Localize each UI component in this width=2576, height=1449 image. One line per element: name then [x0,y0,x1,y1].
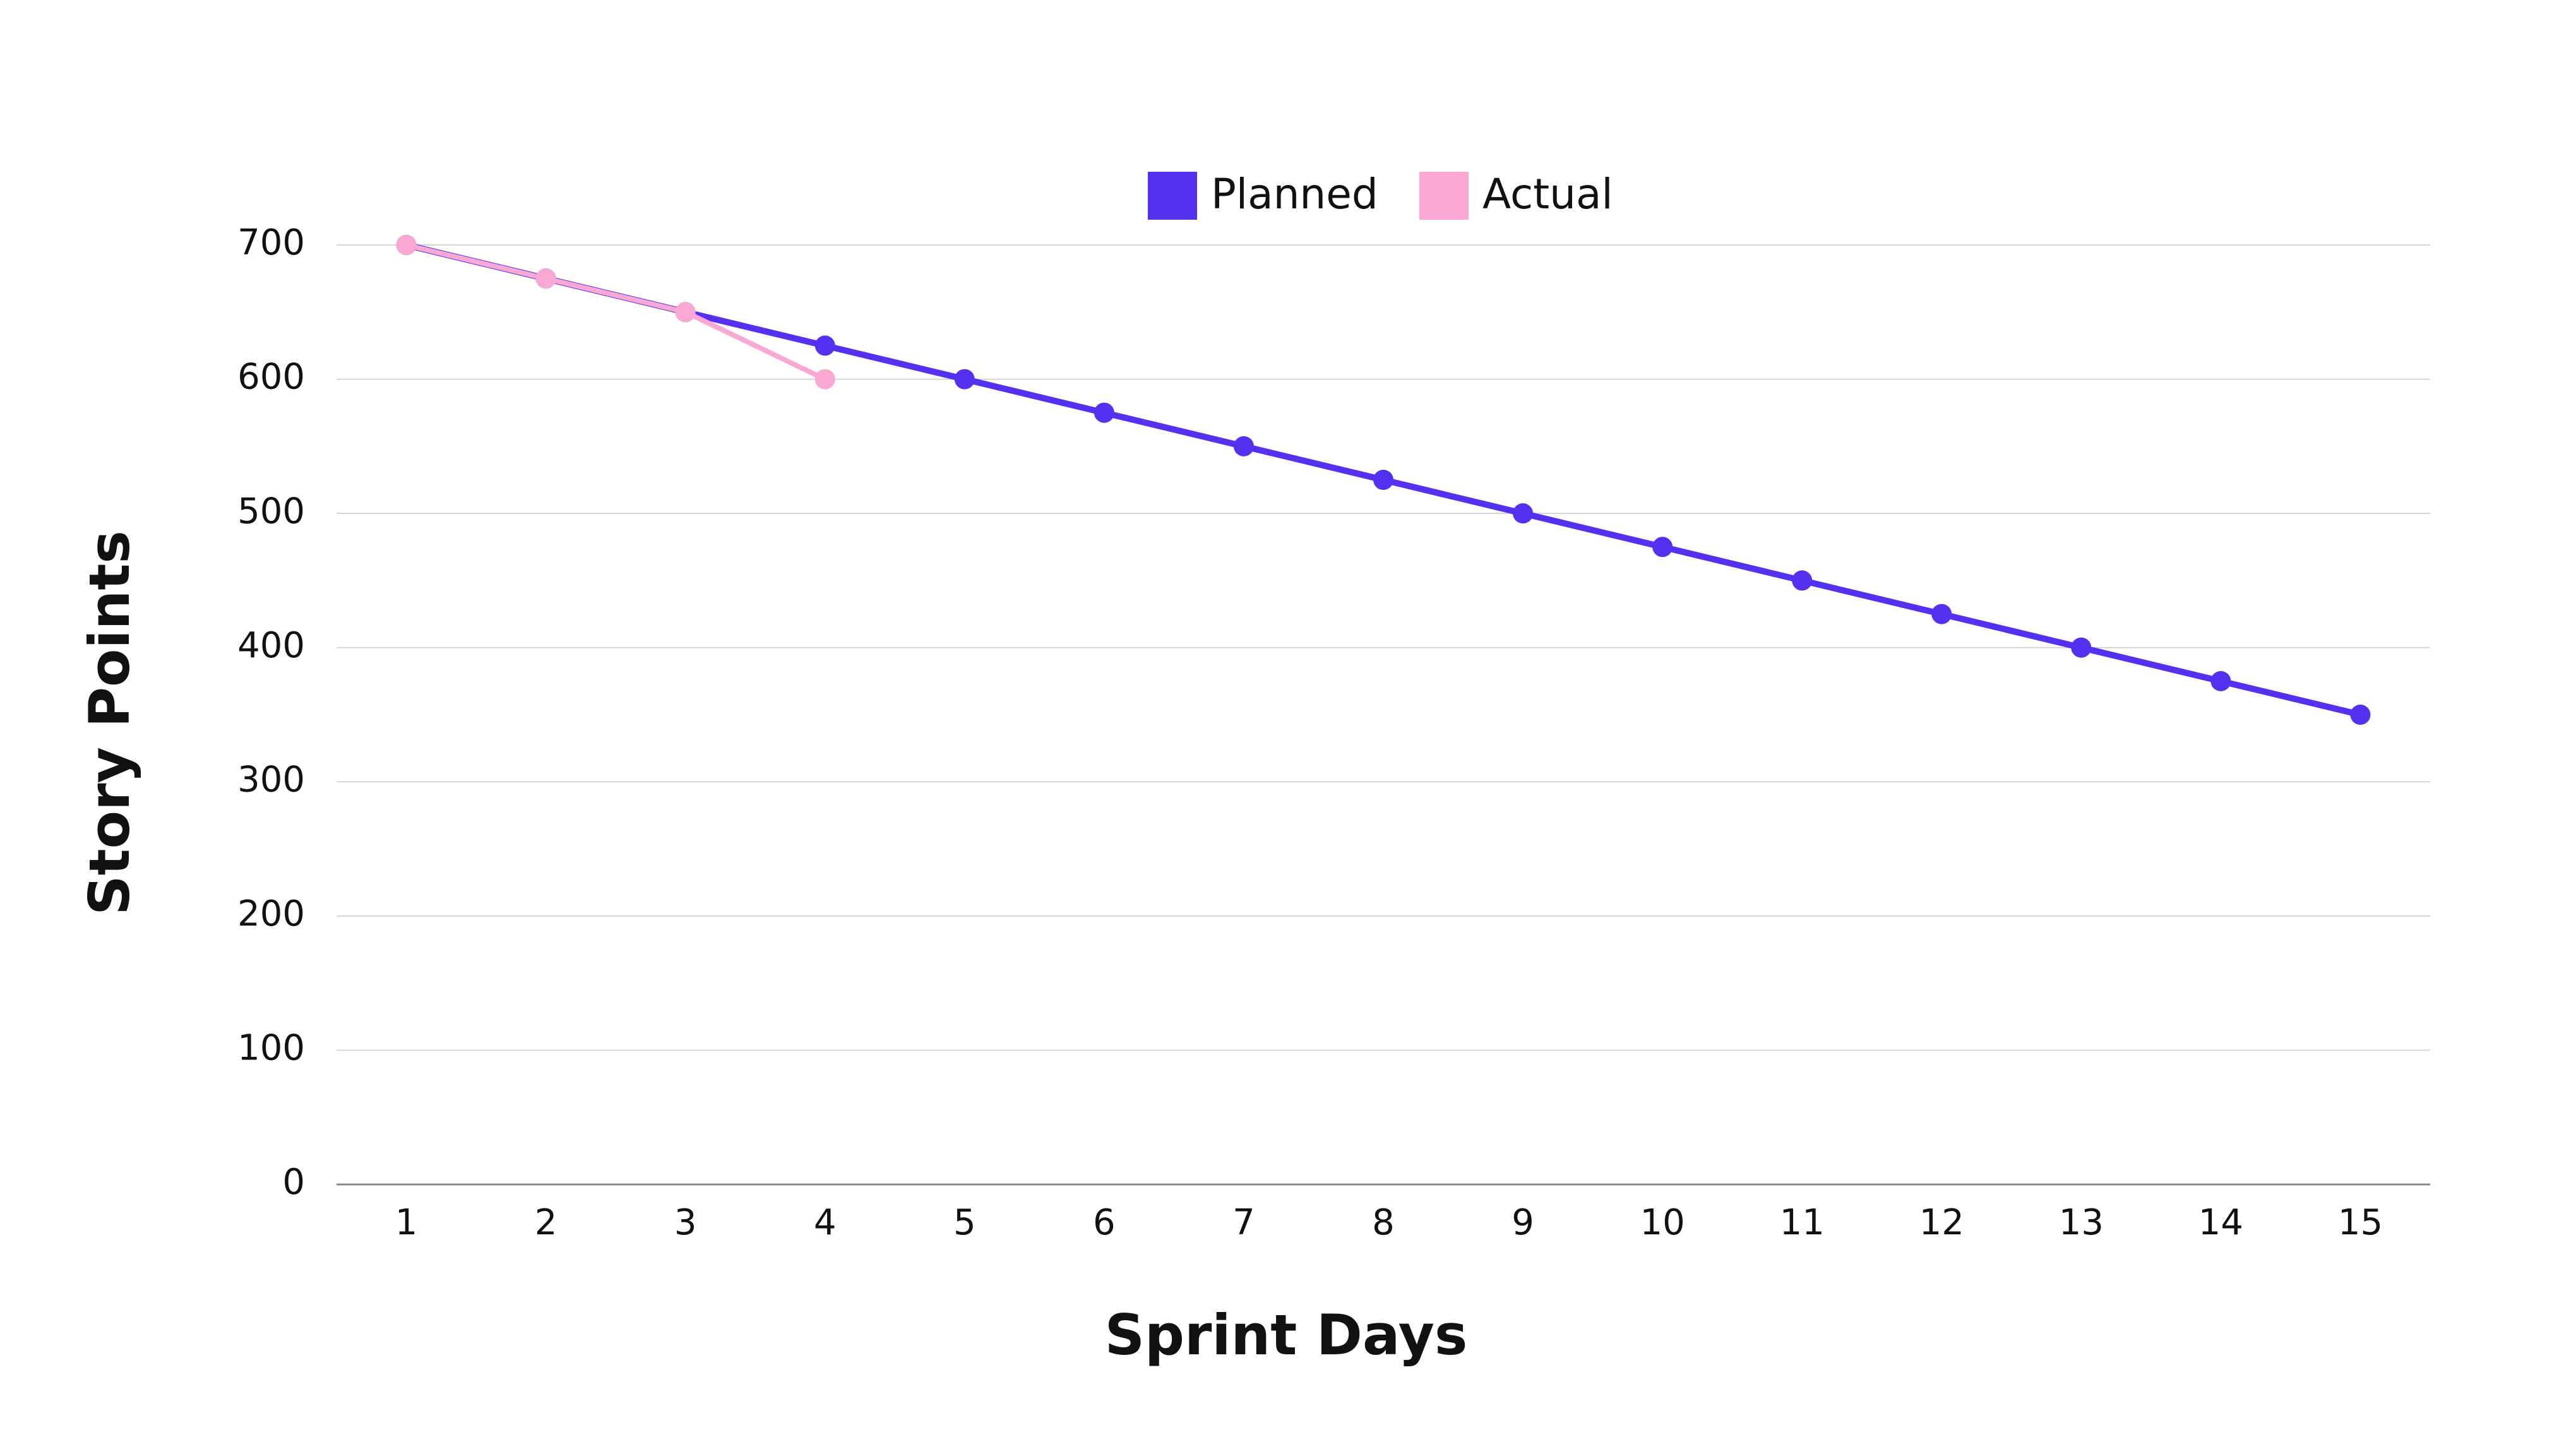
y-tick-label: 400 [237,625,305,666]
legend-swatch [1419,172,1469,220]
x-axis-title: Sprint Days [1105,1303,1468,1368]
data-point [814,369,835,390]
x-tick-label: 3 [674,1202,697,1243]
x-tick-label: 13 [2059,1202,2104,1243]
data-point [2210,671,2231,691]
data-point [814,335,835,356]
data-point [1513,503,1534,524]
data-point [1373,470,1393,490]
x-tick-label: 10 [1640,1202,1685,1243]
data-point [1792,570,1813,591]
x-tick-label: 11 [1780,1202,1825,1243]
x-tick-label: 8 [1372,1202,1395,1243]
legend-swatch [1148,172,1197,220]
x-tick-label: 4 [814,1202,837,1243]
data-point [1931,604,1952,624]
x-tick-label: 9 [1512,1202,1534,1243]
y-tick-label: 200 [237,893,305,934]
y-tick-label: 300 [237,759,305,800]
series-line [405,242,826,382]
data-point [1094,402,1114,423]
y-tick-label: 600 [237,357,305,398]
legend-label: Actual [1482,170,1613,218]
data-point [1233,436,1254,456]
x-tick-label: 12 [1919,1202,1964,1243]
data-point [2350,705,2371,725]
x-tick-label: 14 [2198,1202,2243,1243]
y-tick-label: 100 [237,1028,305,1069]
y-tick-label: 500 [237,491,305,532]
x-tick-label: 7 [1232,1202,1255,1243]
x-tick-label: 6 [1093,1202,1116,1243]
y-tick-label: 700 [237,222,305,263]
y-axis-title: Story Points [77,530,142,915]
x-tick-label: 15 [2338,1202,2383,1243]
data-point [954,369,975,390]
x-tick-label: 2 [535,1202,558,1243]
y-tick-label: 0 [282,1162,305,1203]
data-point [675,302,696,323]
data-point [2071,637,2092,658]
x-tick-label: 1 [395,1202,418,1243]
legend-label: Planned [1211,170,1378,218]
data-point [396,235,417,255]
data-point [535,268,556,289]
x-tick-label: 5 [953,1202,976,1243]
data-point [1652,537,1673,558]
